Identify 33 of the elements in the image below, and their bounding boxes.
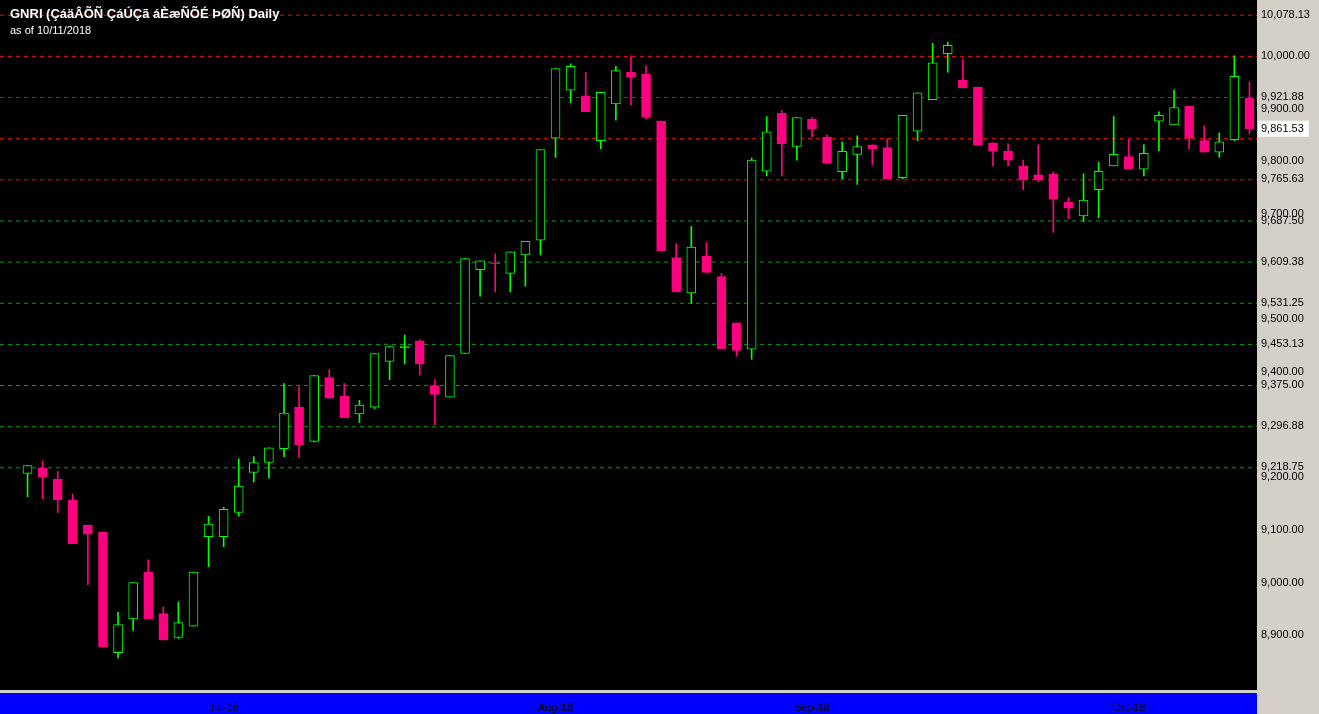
x-tick-label: Aug-18 (537, 700, 574, 713)
y-tick-label: 9,200.00 (1261, 470, 1304, 483)
text: as of 10/11/2018 (10, 24, 92, 36)
candlestick (490, 253, 501, 293)
x-tick-label: Jul-18 (208, 700, 239, 713)
y-tick-label: 9,400.00 (1261, 364, 1304, 377)
y-tick-label: 9,921.88 (1261, 90, 1304, 103)
y-tick-label: 9,296.88 (1261, 419, 1304, 432)
x-tick-label: Oct-18 (1112, 700, 1146, 713)
y-tick-label: 10,000.00 (1261, 48, 1310, 61)
y-tick-label: 9,800.00 (1261, 154, 1304, 167)
y-tick-label: 9,900.00 (1261, 101, 1304, 114)
chart-title: GNRI (ÇáäÂÕÑ ÇáÚÇã áÈæÑÕÉ ÞØÑ) Daily (10, 6, 280, 21)
y-tick-label: 10,078.13 (1261, 7, 1310, 20)
y-tick-label: 9,000.00 (1261, 575, 1304, 588)
y-tick-label: 9,500.00 (1261, 312, 1304, 325)
candlestick (626, 55, 636, 106)
y-tick-label: 9,100.00 (1261, 522, 1304, 535)
y-tick-label: 8,900.00 (1261, 628, 1304, 641)
candlestick (1154, 111, 1164, 152)
y-tick-label: 9,531.25 (1261, 295, 1304, 308)
candlestick (1033, 144, 1044, 183)
candlestick (852, 135, 863, 185)
text: 9,861.53 (1261, 121, 1304, 134)
candlestick (430, 379, 440, 425)
y-tick-label: 9,453.13 (1261, 336, 1304, 349)
candlestick (1108, 116, 1119, 167)
y-tick-label: 9,609.38 (1261, 254, 1304, 267)
candlestick (83, 524, 93, 585)
y-tick-label: 9,375.00 (1261, 378, 1304, 391)
y-tick-label: 9,218.75 (1261, 460, 1304, 473)
x-tick-label: Sep-18 (794, 700, 830, 713)
y-tick-label: 9,765.63 (1261, 172, 1304, 185)
